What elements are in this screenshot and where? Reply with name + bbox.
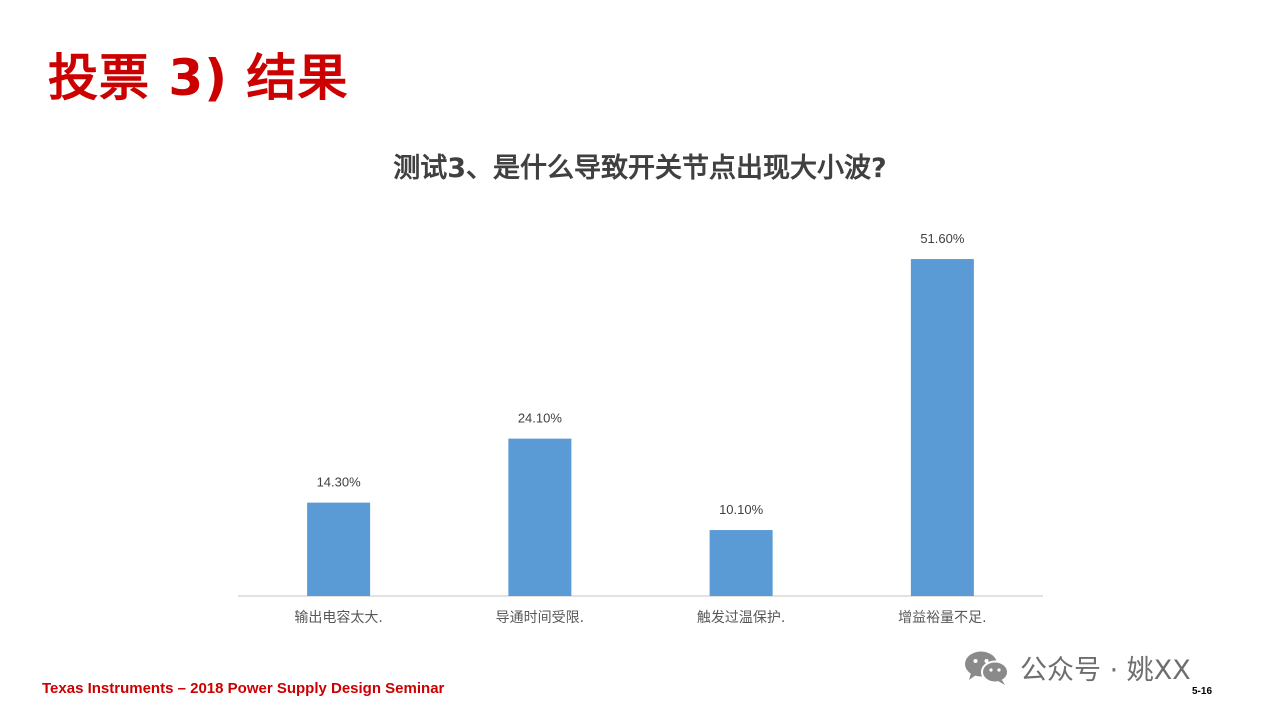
category-label: 触发过温保护. [697,610,785,626]
watermark-text: 公众号 · 姚XX [1020,655,1191,686]
wechat-icon [965,651,1009,685]
bar [709,530,773,596]
bar [910,259,974,596]
chart-title: 测试3、是什么导致开关节点出现大小波? [393,153,887,184]
data-label: 14.30% [317,475,362,490]
footer-text: Texas Instruments – 2018 Power Supply De… [42,680,445,697]
data-label: 51.60% [920,231,965,246]
watermark: 公众号 · 姚XX [964,648,1191,687]
bar [307,502,371,596]
category-label: 增益裕量不足. [898,610,986,626]
category-label: 导通时间受限. [496,610,584,626]
bar [508,438,572,596]
data-label: 10.10% [719,502,764,517]
category-label: 输出电容太大. [294,609,382,626]
slide-title: 投票 3) 结果 [48,49,349,107]
page-number: 5-16 [1192,686,1213,697]
data-label: 24.10% [518,411,563,426]
